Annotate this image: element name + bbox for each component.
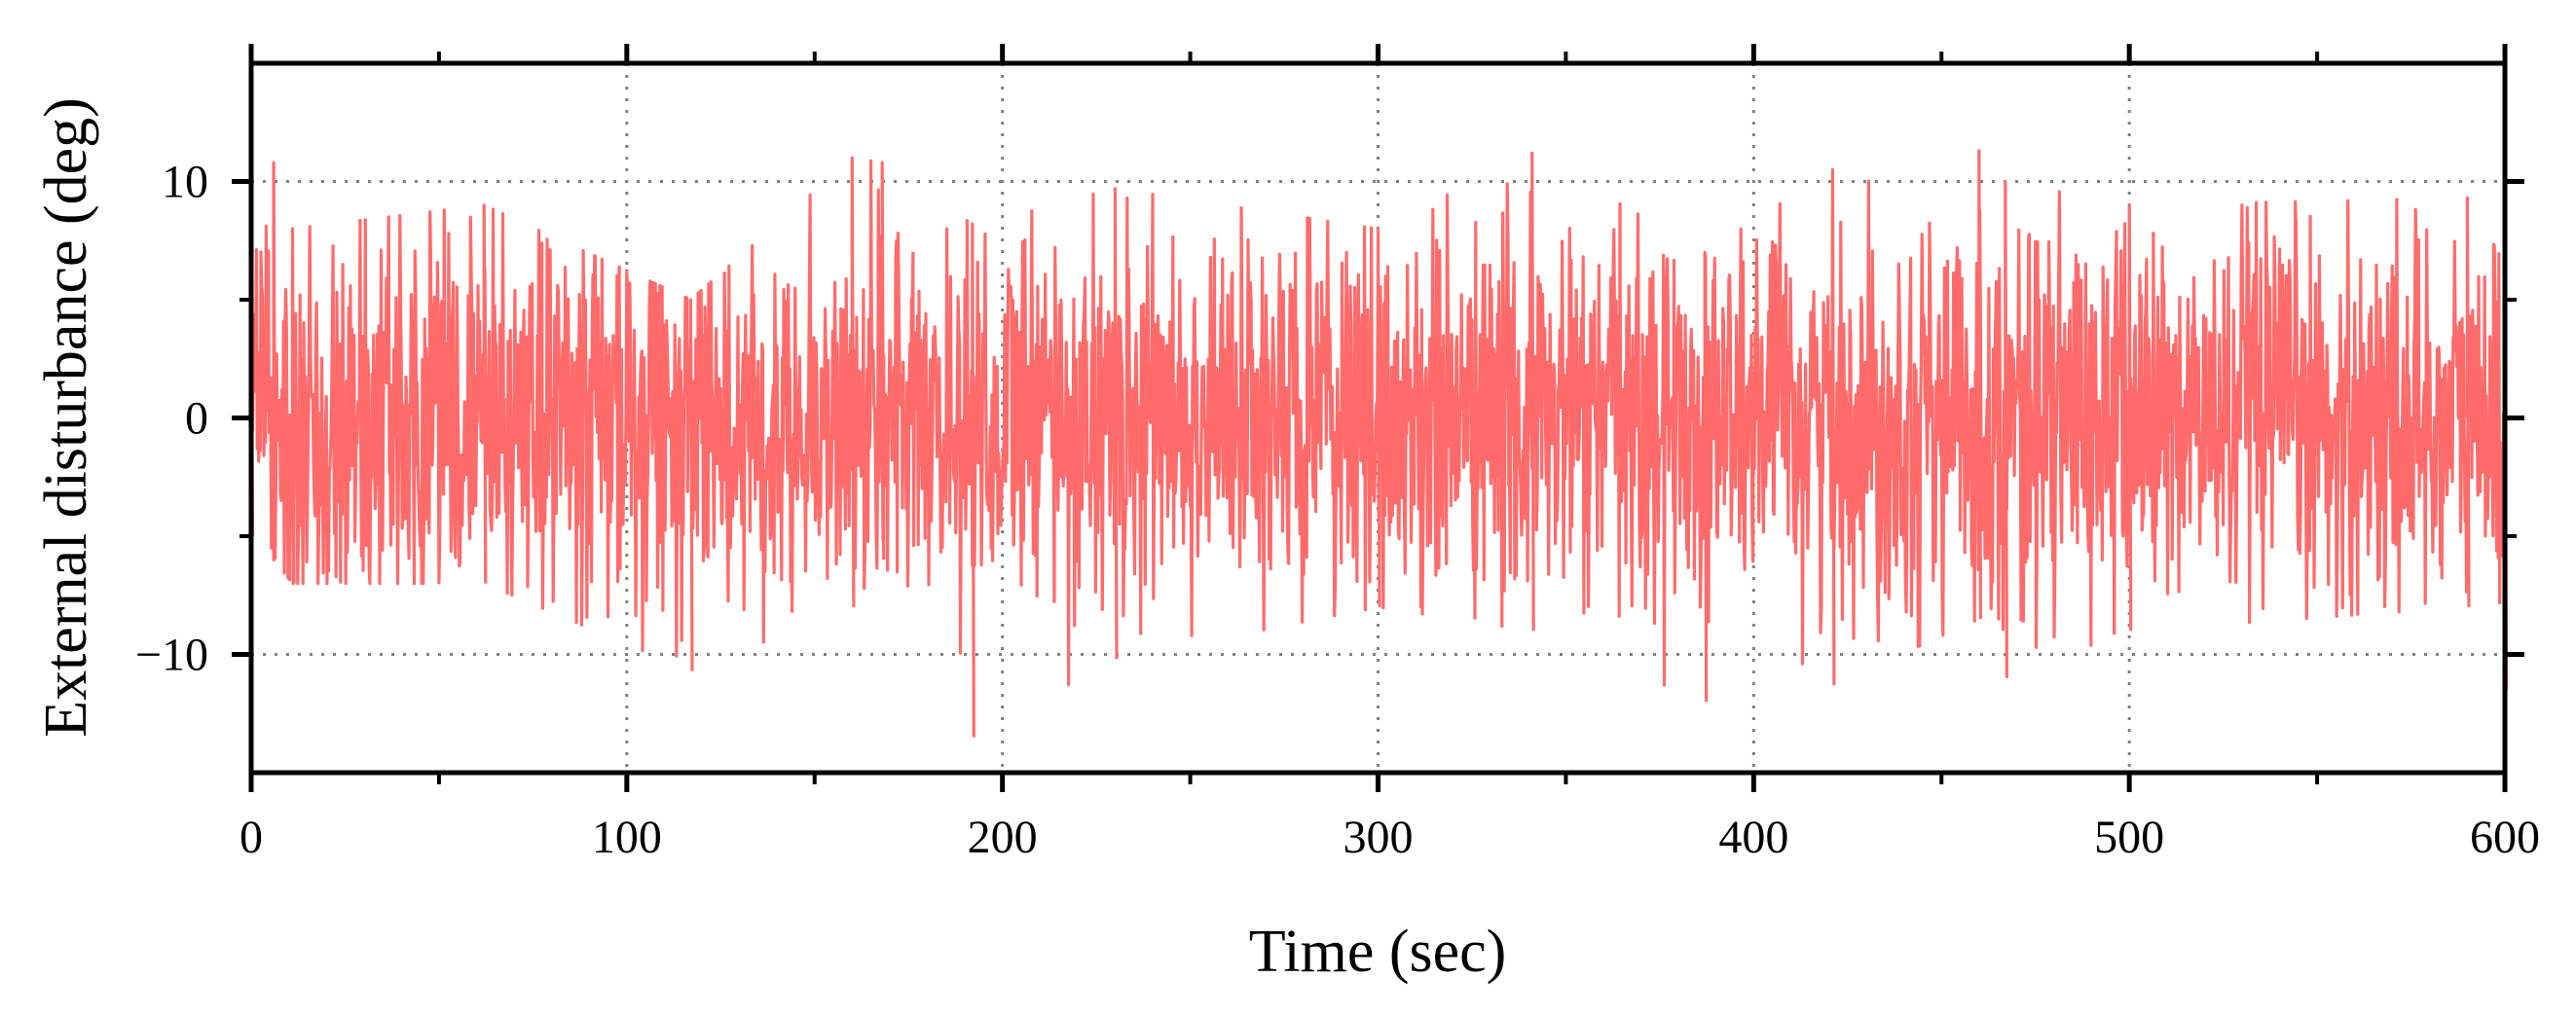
y-tick-label: −10 bbox=[135, 630, 208, 681]
y-tick-label: 0 bbox=[185, 393, 208, 445]
y-tick-label: 10 bbox=[162, 157, 208, 208]
x-tick-label: 200 bbox=[968, 812, 1038, 863]
series-area bbox=[249, 149, 2509, 738]
x-tick-label: 600 bbox=[2470, 812, 2540, 863]
y-axis-label: External disturbance (deg) bbox=[33, 97, 99, 738]
x-tick-label: 100 bbox=[592, 812, 662, 863]
disturbance-series-line bbox=[249, 149, 2509, 738]
x-axis-label: Time (sec) bbox=[1249, 919, 1507, 985]
grid-lines bbox=[251, 63, 2505, 773]
x-tick-label: 0 bbox=[239, 812, 263, 863]
x-tick-label: 300 bbox=[1343, 812, 1414, 863]
axis-ticks: 0 100 200 300 400 500 600 −10 0 10 bbox=[135, 44, 2540, 863]
x-tick-label: 500 bbox=[2094, 812, 2164, 863]
x-tick-label: 400 bbox=[1718, 812, 1788, 863]
